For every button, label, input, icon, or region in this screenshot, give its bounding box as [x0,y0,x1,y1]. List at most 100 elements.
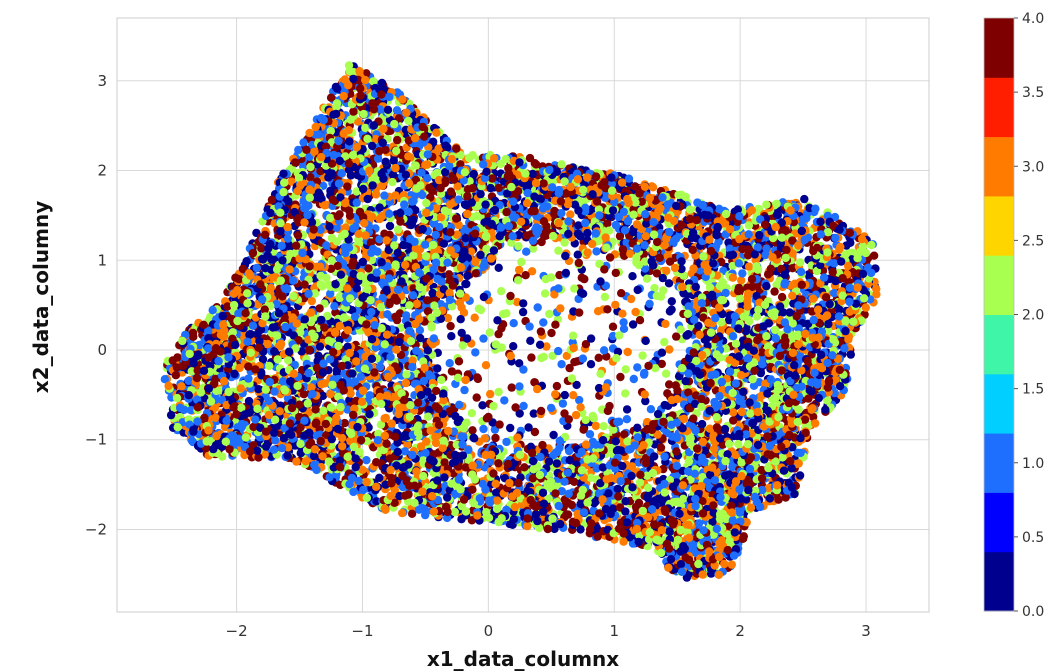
data-point [473,374,483,384]
data-point [544,457,554,466]
data-point [528,244,538,253]
data-point [560,390,569,400]
data-point [438,443,447,453]
data-point [500,396,509,405]
data-point [657,359,666,369]
data-point [446,321,455,331]
data-point [586,334,596,343]
data-point [667,297,676,306]
data-point [586,360,596,369]
data-point [494,387,503,397]
data-point [346,378,355,388]
data-point [491,433,500,443]
data-point [470,313,479,322]
data-point [616,372,625,382]
data-point [717,377,727,387]
data-point [467,409,477,418]
data-point [596,369,605,378]
data-point [547,328,556,338]
data-point [667,305,676,314]
data-point [515,409,524,418]
data-point [445,359,454,368]
data-point [621,389,630,398]
data-point [581,440,591,449]
data-point [566,210,575,219]
data-point [530,427,540,437]
data-point [618,309,627,318]
data-point [517,257,526,267]
data-point [402,311,411,320]
data-point [526,336,535,345]
data-point [533,303,542,312]
data-point [476,305,486,315]
data-point [515,382,524,391]
data-point [600,292,610,302]
data-point [653,409,663,419]
data-point [456,315,465,324]
data-point [443,313,453,323]
data-point [652,291,661,301]
data-point [621,365,630,374]
data-point [665,345,674,354]
data-point [603,406,613,416]
data-point [611,268,620,278]
data-point [638,351,647,360]
data-point [593,307,603,316]
data-point [481,361,491,370]
data-point [731,339,741,348]
data-point [450,507,459,517]
data-point [307,296,316,306]
data-point [623,437,632,446]
data-point [494,263,503,272]
data-point [527,267,537,276]
data-point [603,305,612,314]
data-point [417,168,426,177]
data-point [519,401,528,411]
data-point [641,336,650,346]
data-point [554,346,563,356]
data-point [571,410,581,420]
data-point [611,300,620,310]
data-point [349,107,358,116]
data-point [389,156,398,165]
data-point [509,342,518,351]
data-point [846,350,855,359]
data-point [270,387,279,396]
scatter-points [160,61,881,582]
data-point [551,320,560,329]
data-point [548,351,557,360]
data-point [460,385,469,395]
data-point [660,337,669,347]
data-point [471,348,480,357]
data-point [612,354,621,363]
data-point [494,459,503,468]
data-point [480,434,489,443]
data-point [495,420,504,429]
data-point [551,390,560,399]
data-point [728,461,738,471]
data-point [646,405,656,414]
data-point [622,415,632,424]
data-point [385,221,395,231]
data-point [611,437,620,446]
data-point [588,411,597,421]
data-point [435,222,444,232]
data-point [447,332,456,341]
data-point [485,328,494,337]
data-point [478,401,487,410]
data-point [712,413,721,422]
data-point [603,219,612,228]
data-point [472,393,481,402]
data-point [642,274,652,283]
data-point [635,316,645,325]
data-point [661,369,671,378]
data-point [527,353,536,362]
data-point [383,310,392,319]
data-point [662,266,671,275]
data-point [546,403,556,413]
data-point [591,421,601,431]
data-point [729,408,738,417]
data-point [529,409,538,418]
